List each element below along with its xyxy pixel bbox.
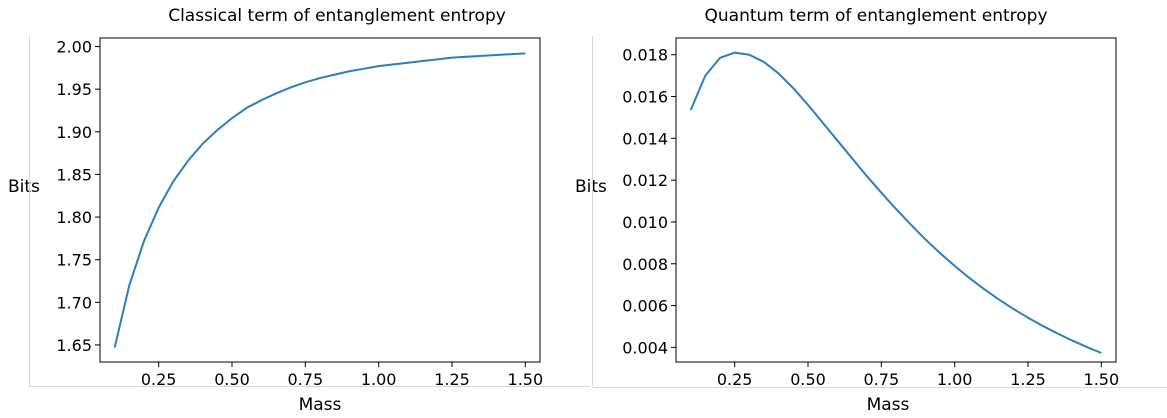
y-tick-label: 1.85 bbox=[56, 165, 92, 184]
y-tick-label: 2.00 bbox=[56, 38, 92, 57]
x-tick-label: 0.50 bbox=[214, 370, 250, 389]
y-tick-label: 1.70 bbox=[56, 293, 92, 312]
y-axis-label: Bits bbox=[8, 177, 40, 197]
x-tick-label: 0.75 bbox=[864, 370, 900, 389]
x-tick-label: 1.00 bbox=[361, 370, 397, 389]
series-line bbox=[113, 52, 526, 348]
x-tick-label: 1.25 bbox=[1010, 370, 1046, 389]
y-tick-label: 0.006 bbox=[622, 297, 668, 316]
x-axis-label: Mass bbox=[298, 395, 342, 415]
y-tick-label: 1.75 bbox=[56, 251, 92, 270]
quantum-entropy-chart: 0.25 0.50 0.75 1.00 1.25 1.50 0.004 0.006 0.008 0… bbox=[575, 0, 1167, 418]
x-tick-label: 1.00 bbox=[937, 370, 973, 389]
frame-border-bottom bbox=[29, 386, 590, 387]
frame-border-left bbox=[592, 36, 593, 386]
x-tick-label: 1.25 bbox=[434, 370, 470, 389]
y-tick-label: 0.014 bbox=[622, 129, 668, 148]
plot-frame bbox=[99, 37, 541, 363]
x-tick-label: 1.50 bbox=[1084, 370, 1120, 389]
y-tick-label: 0.008 bbox=[622, 255, 668, 274]
classical-entropy-plot: 0.25 0.50 0.75 1.00 1.25 1.50 1.65 1.70 1.75 1.80… bbox=[56, 37, 544, 389]
frame-border-left bbox=[29, 36, 30, 386]
y-tick-label: 0.018 bbox=[622, 46, 668, 65]
chart-title: Classical term of entanglement entropy bbox=[168, 6, 506, 26]
y-tick-label: 1.65 bbox=[56, 336, 92, 355]
plot-frame bbox=[675, 37, 1117, 363]
x-tick-label: 0.25 bbox=[717, 370, 753, 389]
y-tick-label: 0.012 bbox=[622, 171, 668, 190]
x-tick-label: 1.50 bbox=[508, 370, 544, 389]
y-tick-label: 1.90 bbox=[56, 123, 92, 142]
x-tick-label: 0.25 bbox=[141, 370, 177, 389]
y-tick-label: 1.95 bbox=[56, 80, 92, 99]
x-tick-label: 0.50 bbox=[790, 370, 826, 389]
frame-border-bottom bbox=[592, 387, 1167, 388]
chart-title: Quantum term of entanglement entropy bbox=[704, 6, 1048, 26]
y-tick-label: 0.010 bbox=[622, 213, 668, 232]
x-axis-label: Mass bbox=[866, 395, 910, 415]
y-axis-label: Bits bbox=[575, 177, 607, 197]
quantum-entropy-plot: 0.25 0.50 0.75 1.00 1.25 1.50 0.004 0.006 0.008 0… bbox=[622, 37, 1120, 389]
x-tick-label: 0.75 bbox=[288, 370, 324, 389]
series-line bbox=[689, 51, 1102, 354]
y-tick-label: 0.016 bbox=[622, 88, 668, 107]
y-tick-label: 0.004 bbox=[622, 338, 668, 357]
y-tick-label: 1.80 bbox=[56, 208, 92, 227]
classical-entropy-chart: 0.25 0.50 0.75 1.00 1.25 1.50 1.65 1.70 1.75 1.80… bbox=[8, 6, 590, 415]
